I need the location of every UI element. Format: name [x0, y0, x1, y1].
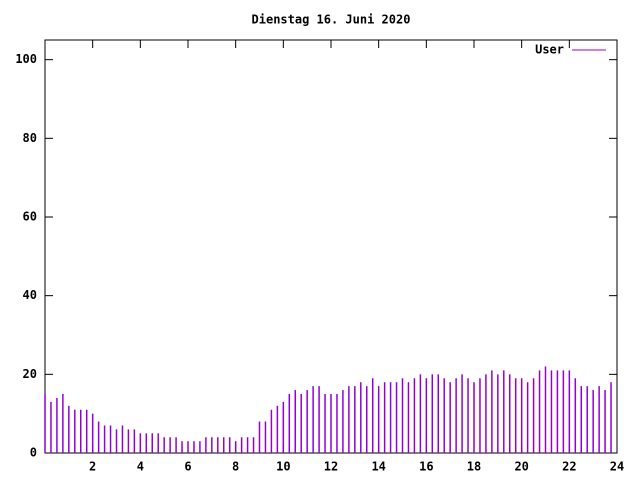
y-tick-label: 0 — [30, 446, 37, 460]
x-tick-label: 20 — [514, 460, 528, 474]
x-tick-label: 14 — [371, 460, 385, 474]
chart-title: Dienstag 16. Juni 2020 — [252, 13, 411, 27]
x-tick-label: 22 — [562, 460, 576, 474]
x-tick-label: 24 — [610, 460, 624, 474]
y-tick-label: 60 — [23, 210, 37, 224]
x-tick-label: 4 — [137, 460, 144, 474]
x-tick-label: 18 — [467, 460, 481, 474]
x-tick-label: 6 — [184, 460, 191, 474]
y-tick-label: 80 — [23, 131, 37, 145]
x-tick-label: 12 — [324, 460, 338, 474]
y-tick-label: 40 — [23, 288, 37, 302]
legend-label: User — [535, 43, 564, 57]
x-tick-label: 2 — [89, 460, 96, 474]
x-tick-label: 16 — [419, 460, 433, 474]
x-tick-label: 8 — [232, 460, 239, 474]
x-tick-label: 10 — [276, 460, 290, 474]
y-tick-label: 20 — [23, 367, 37, 381]
y-tick-label: 100 — [15, 52, 37, 66]
